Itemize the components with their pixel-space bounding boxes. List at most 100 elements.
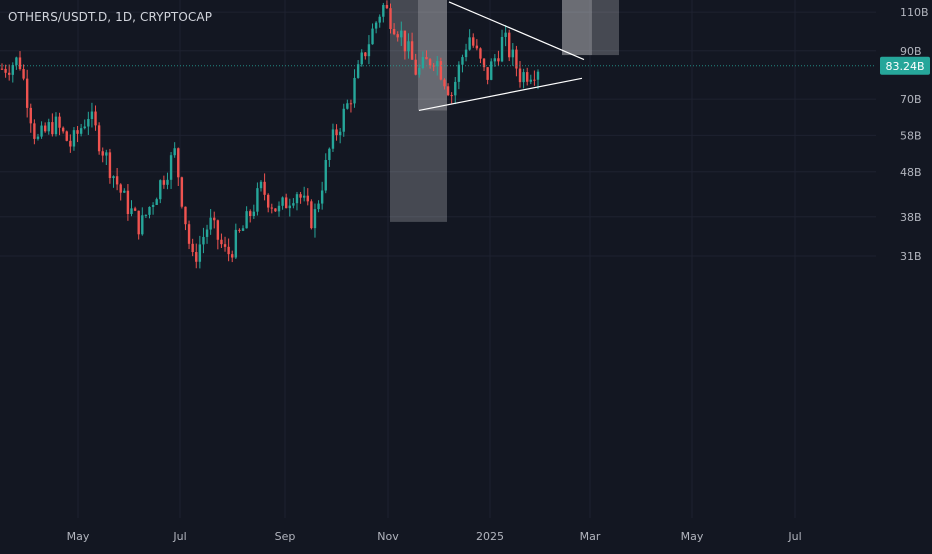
candle-body — [515, 49, 518, 69]
candle-body — [69, 140, 72, 147]
candle-body — [526, 72, 529, 82]
price-tick-label: 90B — [900, 45, 922, 58]
candle-body — [227, 246, 230, 255]
candle-body — [159, 180, 162, 200]
symbol-title[interactable]: OTHERS/USDT.D, 1D, CRYPTOCAP — [8, 10, 213, 24]
time-tick-label: Jul — [172, 530, 186, 543]
projection-boxes[interactable] — [390, 0, 619, 222]
candle-body — [54, 116, 58, 135]
candle-body — [148, 206, 151, 215]
candle-body — [119, 184, 122, 193]
candle-body — [58, 116, 61, 128]
candle-body — [306, 195, 309, 202]
candle-body — [490, 61, 493, 80]
triangle-pattern[interactable] — [418, 1, 585, 112]
candles — [0, 0, 540, 269]
candle-body — [536, 71, 540, 80]
candle-body — [439, 61, 443, 80]
candle-body — [220, 239, 223, 245]
candle-body — [443, 79, 446, 87]
candle-body — [364, 52, 367, 57]
candle-body — [231, 254, 234, 258]
grid — [0, 0, 876, 518]
price-tick-label: 48B — [900, 166, 922, 179]
candle-body — [518, 68, 522, 83]
time-tick-label: May — [67, 530, 90, 543]
candle-body — [432, 65, 435, 67]
candle-body — [108, 152, 112, 179]
candle-body — [213, 217, 216, 221]
candle-body — [162, 180, 166, 185]
price-tick-label: 38B — [900, 211, 922, 224]
candle-body — [151, 204, 155, 207]
candle-body — [51, 122, 54, 135]
candle-body — [123, 190, 126, 193]
candle-body — [180, 177, 184, 207]
candle-body — [166, 179, 169, 185]
candle-body — [72, 130, 76, 147]
candle-body — [29, 107, 32, 124]
candle-body — [407, 41, 410, 52]
candle-body — [198, 244, 202, 262]
candle-body — [252, 211, 256, 217]
candle-body — [324, 159, 327, 191]
candle-body — [508, 32, 511, 58]
candle-body — [374, 22, 378, 29]
candle-body — [195, 252, 198, 262]
move-measure-box — [390, 0, 447, 222]
candle-body — [191, 243, 194, 253]
candle-body — [187, 224, 191, 244]
candle-body — [267, 194, 270, 208]
time-tick-label: Sep — [275, 530, 296, 543]
candle-body — [371, 28, 374, 45]
candle-body — [299, 194, 302, 198]
candle-body — [356, 64, 360, 78]
candle-body — [479, 48, 482, 59]
candle-body — [421, 57, 425, 68]
candle-body — [87, 119, 90, 127]
candle-body — [126, 190, 130, 215]
price-tick-label: 31B — [900, 250, 922, 263]
candle-body — [500, 36, 504, 62]
candle-body — [360, 52, 363, 65]
price-tick-label: 70B — [900, 93, 922, 106]
candle-body — [400, 30, 403, 38]
candle-body — [83, 126, 86, 129]
candle-body — [454, 81, 457, 96]
candle-body — [209, 217, 212, 230]
time-axis[interactable]: May Jul Sep Nov 2025 Mar May Jul — [67, 530, 802, 543]
candle-body — [284, 197, 288, 209]
candle-body — [4, 68, 7, 73]
candle-body — [389, 8, 392, 30]
candle-body — [281, 197, 284, 206]
candle-body — [313, 209, 317, 229]
target-box-inner — [562, 0, 592, 56]
triangle-lower-line — [418, 77, 583, 112]
candle-body — [428, 59, 432, 66]
price-axis[interactable]: 31B38B48B58B70B90B110B140B180B240B300B37… — [880, 0, 930, 263]
candle-body — [101, 151, 104, 156]
triangle-upper-line — [448, 1, 585, 61]
time-tick-label: Mar — [580, 530, 601, 543]
candle-body — [378, 16, 381, 23]
candle-body — [36, 136, 40, 139]
candle-body — [11, 65, 14, 75]
candle-body — [418, 67, 421, 75]
candle-body — [403, 30, 407, 52]
candle-body — [245, 211, 248, 229]
candle-body — [504, 32, 507, 37]
candle-body — [353, 77, 356, 104]
candle-body — [349, 103, 353, 105]
candle-body — [259, 181, 263, 189]
candle-body — [137, 210, 140, 235]
candle-body — [18, 57, 22, 70]
candle-body — [468, 37, 471, 50]
candle-body — [533, 79, 536, 81]
candle-body — [7, 72, 11, 75]
candle-body — [205, 229, 209, 237]
candle-body — [238, 229, 241, 231]
candle-body — [310, 201, 313, 229]
candle-body — [335, 129, 338, 136]
